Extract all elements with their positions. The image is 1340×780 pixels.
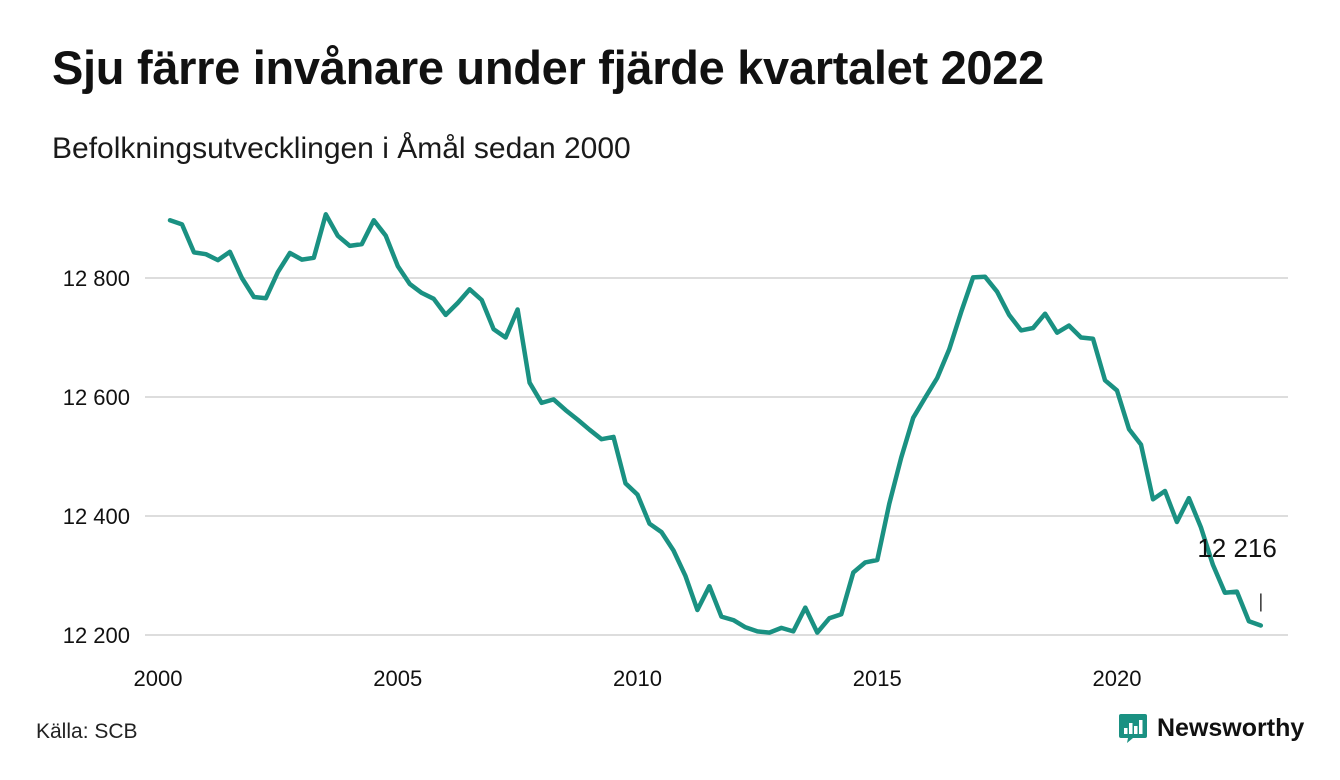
y-tick-label: 12 800 (63, 266, 130, 291)
y-tick-label: 12 200 (63, 623, 130, 648)
population-series-line (167, 212, 1264, 635)
brand-name: Newsworthy (1157, 713, 1305, 742)
x-tick-label: 2010 (613, 666, 662, 691)
x-tick-label: 2005 (373, 666, 422, 691)
y-tick-label: 12 600 (63, 385, 130, 410)
x-tick-label: 2015 (853, 666, 902, 691)
chart-title: Sju färre invånare under fjärde kvartale… (52, 41, 1044, 94)
x-tick-label: 2000 (134, 666, 183, 691)
x-tick-label: 2020 (1093, 666, 1142, 691)
chart-subtitle: Befolkningsutvecklingen i Åmål sedan 200… (52, 132, 631, 165)
newsworthy-logo: Newsworthy (1118, 712, 1304, 744)
y-tick-label: 12 400 (63, 504, 130, 529)
source-note: Källa: SCB (36, 720, 138, 743)
bar-chart-logo-icon (1119, 714, 1147, 743)
end-value-label: 12 216 (1197, 533, 1277, 563)
